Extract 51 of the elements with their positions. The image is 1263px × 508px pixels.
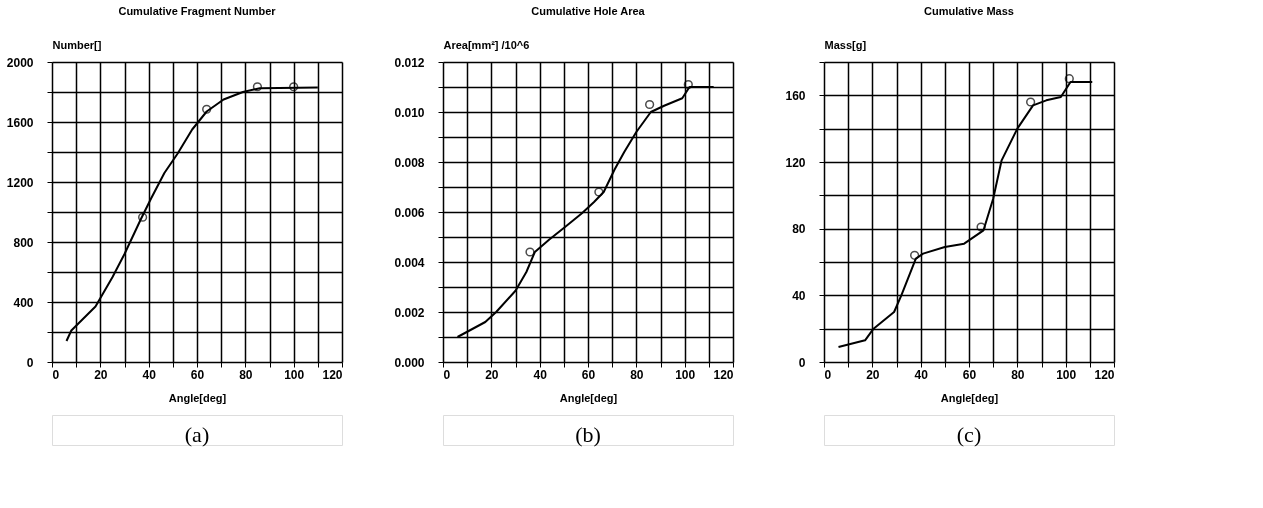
chart-title: Cumulative Fragment Number (118, 5, 277, 17)
y-tick-label: 800 (13, 235, 34, 250)
y-tick-label: 0.010 (394, 105, 425, 120)
x-tick-label: 40 (142, 367, 157, 382)
x-tick-label: 20 (485, 367, 499, 382)
x-tick-label: 80 (630, 367, 644, 382)
y-tick-label: 1200 (6, 175, 34, 190)
x-tick-label: 120 (1094, 367, 1115, 382)
x-tick-label: 120 (322, 367, 343, 382)
x-tick-label: 100 (1056, 367, 1077, 382)
y-tick-label: 0.004 (394, 255, 425, 270)
x-tick-label: 60 (581, 367, 596, 382)
x-tick-label: 80 (1011, 367, 1025, 382)
x-tick-label: 60 (190, 367, 205, 382)
y-tick-label: 2000 (6, 55, 34, 70)
x-axis-title: Angle[deg] (168, 391, 227, 404)
y-tick-label: 160 (785, 88, 806, 103)
y-axis-title: Number[] (52, 38, 102, 51)
x-tick-label: 0 (824, 367, 832, 382)
y-tick-label: 40 (792, 288, 806, 303)
y-tick-label: 0.002 (394, 305, 425, 320)
x-tick-label: 40 (533, 367, 548, 382)
y-tick-label: 0.012 (394, 55, 425, 70)
y-tick-label: 0 (798, 355, 806, 370)
x-tick-label: 0 (443, 367, 451, 382)
text: (a) (184, 422, 210, 447)
y-tick-label: 400 (13, 295, 34, 310)
text: (b) (575, 422, 601, 447)
text: (c) (956, 422, 982, 447)
x-tick-label: 100 (675, 367, 696, 382)
y-tick-label: 80 (792, 222, 806, 237)
y-axis-title: Mass[g] (824, 38, 867, 51)
y-tick-label: 0.008 (394, 155, 425, 170)
y-tick-label: 0.000 (394, 355, 425, 370)
x-tick-label: 60 (962, 367, 977, 382)
x-tick-label: 100 (284, 367, 305, 382)
chart-title: Cumulative Mass (924, 5, 1014, 17)
y-tick-label: 120 (785, 155, 806, 170)
x-tick-label: 40 (914, 367, 929, 382)
chart-title: Cumulative Hole Area (531, 5, 646, 17)
y-axis-title: Area[mm²] /10^6 (443, 38, 530, 51)
x-tick-label: 0 (52, 367, 60, 382)
y-tick-label: 0 (26, 355, 34, 370)
x-axis-title: Angle[deg] (559, 391, 618, 404)
y-tick-label: 1600 (6, 115, 34, 130)
y-tick-label: 0.006 (394, 205, 425, 220)
x-tick-label: 20 (94, 367, 108, 382)
x-tick-label: 20 (866, 367, 880, 382)
x-tick-label: 80 (239, 367, 253, 382)
x-axis-title: Angle[deg] (940, 391, 999, 404)
x-tick-label: 120 (713, 367, 734, 382)
